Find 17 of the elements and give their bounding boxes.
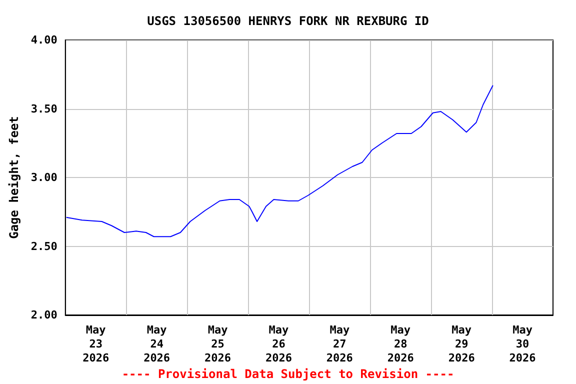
y-axis-title: Gage height, feet xyxy=(7,116,21,239)
y-tick-label: 4.00 xyxy=(30,34,58,46)
x-tick-label: May 23 2026 xyxy=(82,324,110,364)
text: ---- Provisional Data Subject to Revision ---- xyxy=(122,367,454,381)
x-tick-label: May 24 2026 xyxy=(144,324,170,364)
x-tick-label: May 27 2026 xyxy=(326,324,354,364)
y-tick-label: 2.50 xyxy=(30,240,58,253)
y-tick-label: 3.50 xyxy=(30,102,58,116)
x-tick-label: May 28 2026 xyxy=(387,324,414,364)
x-tick-label: May 26 2026 xyxy=(265,324,292,364)
line-series xyxy=(66,84,494,238)
x-tick-label: May 29 2026 xyxy=(448,324,476,364)
x-tick-label: May 30 2026 xyxy=(509,324,536,364)
x-tick-label: May 25 2026 xyxy=(204,324,232,364)
y-tick-label: 2.00 xyxy=(30,308,58,322)
chart-title: USGS 13056500 HENRYS FORK NR REXBURG ID xyxy=(147,14,429,28)
y-tick-label: 3.00 xyxy=(30,171,58,184)
